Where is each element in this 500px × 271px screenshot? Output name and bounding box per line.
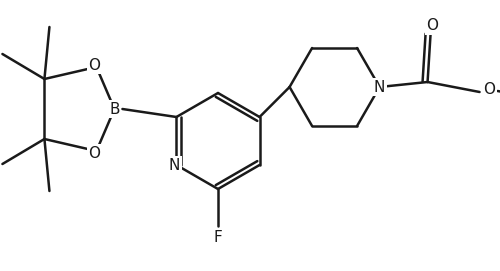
Text: B: B [109, 102, 120, 117]
Text: N: N [374, 79, 386, 95]
Text: N: N [168, 157, 180, 173]
Text: O: O [88, 146, 101, 160]
Text: O: O [426, 18, 438, 34]
Text: O: O [88, 57, 101, 73]
Text: F: F [214, 231, 222, 246]
Text: O: O [484, 82, 496, 98]
